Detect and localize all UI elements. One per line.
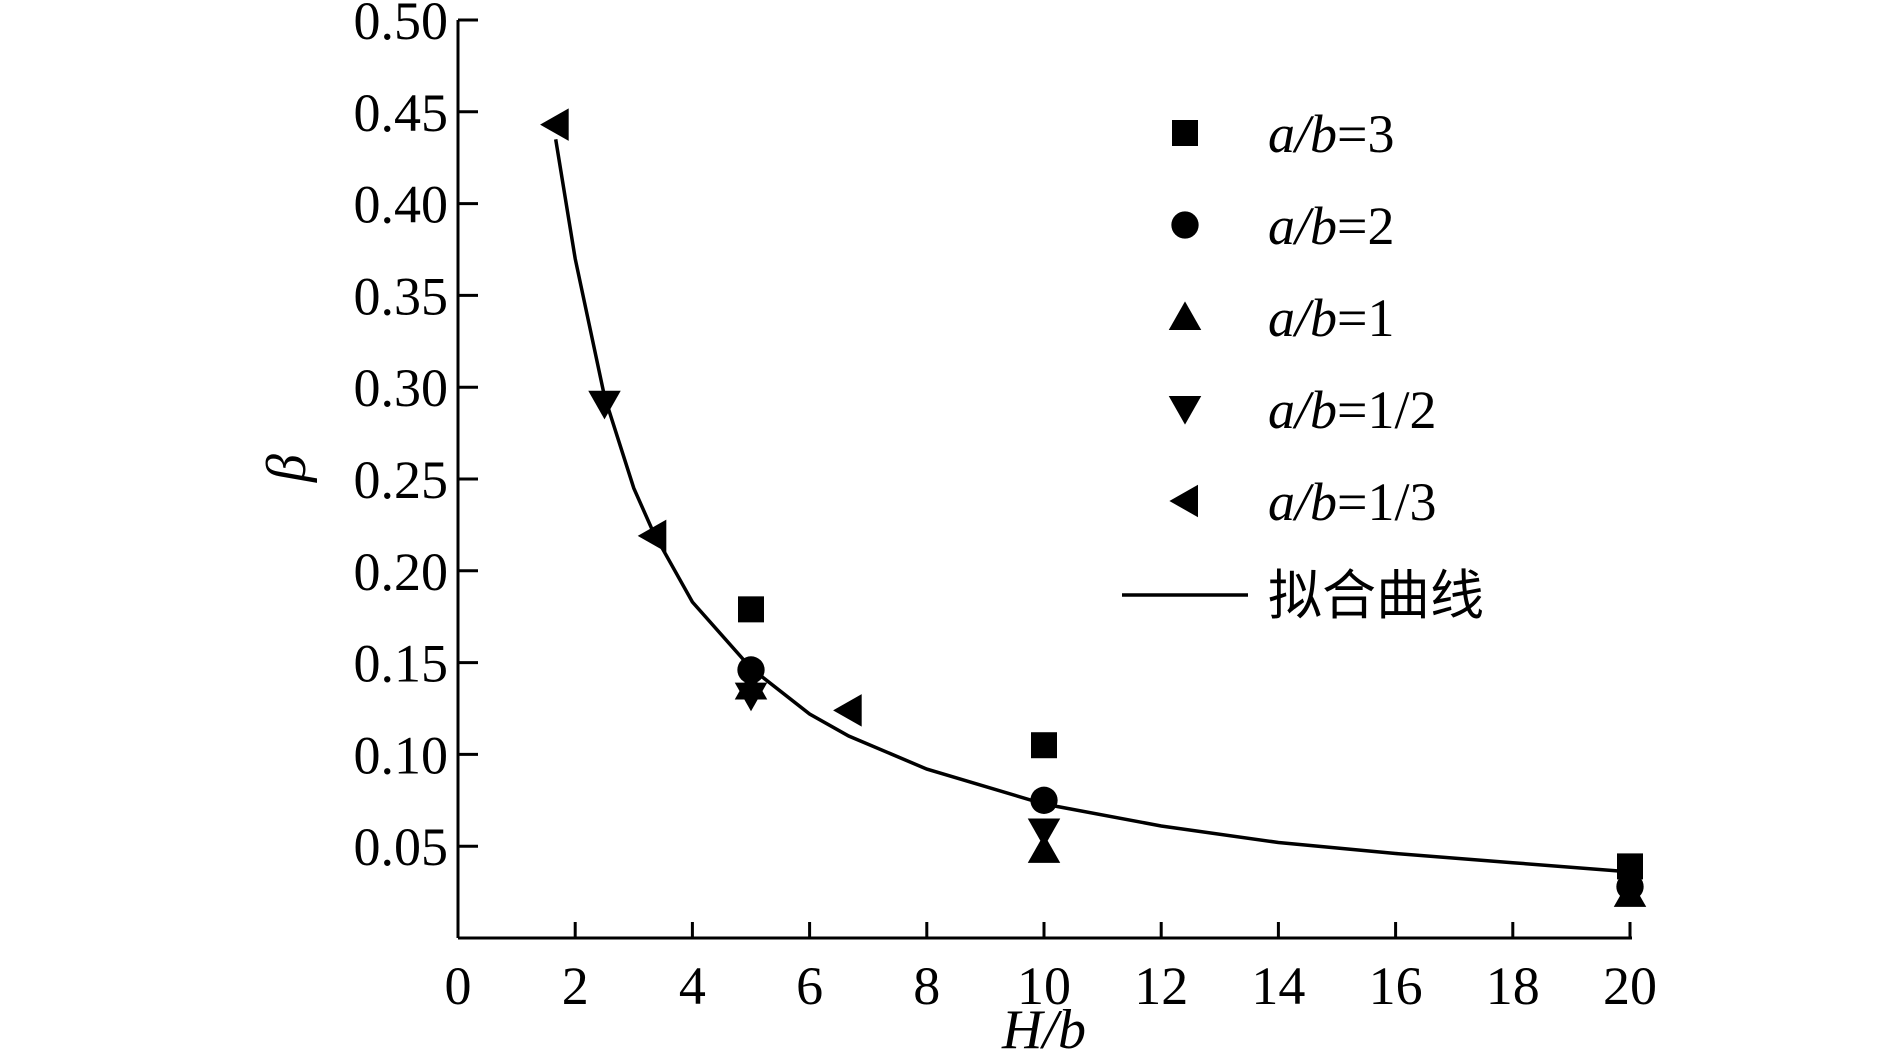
data-points — [540, 108, 1647, 907]
legend-marker — [1168, 301, 1202, 330]
x-tick-label: 18 — [1486, 956, 1540, 1016]
x-tick-label: 6 — [796, 956, 823, 1016]
y-tick-label: 0.10 — [354, 725, 449, 785]
x-tick-label: 16 — [1369, 956, 1423, 1016]
y-tick-label: 0.15 — [354, 634, 449, 694]
point-a-b-1 — [1613, 878, 1647, 907]
point-a-b-2 — [737, 656, 765, 684]
point-a-b-3 — [1031, 732, 1057, 759]
legend-marker — [1171, 211, 1199, 239]
y-tick-label: 0.05 — [354, 817, 449, 877]
x-tick-label: 4 — [679, 956, 706, 1016]
x-tick-label: 8 — [913, 956, 940, 1016]
point-a-b-1-3 — [637, 519, 667, 553]
y-tick-label: 0.45 — [354, 83, 449, 143]
y-tick-label: 0.25 — [354, 450, 449, 510]
y-tick-label: 0.50 — [354, 0, 449, 51]
x-tick-label: 14 — [1251, 956, 1305, 1016]
x-tick-label: 10 — [1017, 956, 1071, 1016]
legend-marker — [1168, 396, 1202, 425]
legend-label: a/b=2 — [1268, 196, 1394, 256]
legend-label: a/b=3 — [1268, 104, 1394, 164]
fit-curve-layer — [553, 139, 1631, 874]
x-axis-title: H/b — [1001, 999, 1086, 1061]
point-a-b-3 — [738, 596, 764, 623]
y-axis-title: β — [256, 454, 318, 483]
y-tick-label: 0.35 — [354, 266, 449, 326]
x-tick-label: 2 — [562, 956, 589, 1016]
x-tick-label: 20 — [1603, 956, 1657, 1016]
axes: 0 2 4 6 8 10 12 14 16 18 20 0.05 0.10 0.15 0.20 0.25 0.3… — [256, 0, 1657, 1061]
x-tick-label: 0 — [445, 956, 472, 1016]
legend-label: a/b=1/2 — [1268, 380, 1436, 440]
point-a-b-1 — [1027, 834, 1061, 863]
legend: a/b=3 a/b=2 a/b=1 a/b=1/2 a/b=1/3 拟合曲线 — [1122, 104, 1484, 627]
point-a-b-1-3 — [833, 694, 862, 727]
point-a-b-2 — [1030, 786, 1058, 814]
y-tick-label: 0.40 — [354, 175, 449, 235]
y-tick-label: 0.20 — [354, 542, 449, 602]
legend-marker — [1169, 484, 1198, 518]
x-tick-label: 12 — [1134, 956, 1188, 1016]
legend-marker — [1172, 120, 1198, 146]
legend-label: a/b=1/3 — [1268, 472, 1436, 532]
point-a-b-1-3 — [540, 108, 569, 141]
fit-curve — [553, 139, 1631, 874]
point-a-b-1-2 — [734, 682, 768, 712]
legend-fit-label: 拟合曲线 — [1268, 564, 1484, 627]
point-a-b-1-2 — [588, 390, 621, 420]
y-tick-label: 0.30 — [354, 358, 449, 418]
point-a-b-1-2 — [1027, 818, 1061, 848]
legend-label: a/b=1 — [1268, 288, 1394, 348]
